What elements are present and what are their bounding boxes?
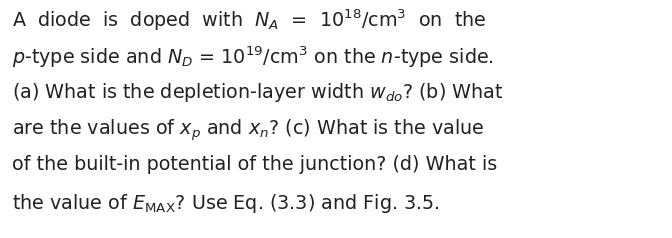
Text: the value of $E_{\mathrm{MAX}}$? Use Eq. (3.3) and Fig. 3.5.: the value of $E_{\mathrm{MAX}}$? Use Eq.… [12, 192, 440, 215]
Text: of the built-in potential of the junction? (d) What is: of the built-in potential of the junctio… [12, 155, 497, 174]
Text: $p$-type side and $N_D$ = $10^{19}$/cm$^3$ on the $n$-type side.: $p$-type side and $N_D$ = $10^{19}$/cm$^… [12, 44, 494, 69]
Text: (a) What is the depletion-layer width $w_{do}$? (b) What: (a) What is the depletion-layer width $w… [12, 81, 503, 104]
Text: A  diode  is  doped  with  $N_A$  =  $10^{18}$/cm$^3$  on  the: A diode is doped with $N_A$ = $10^{18}$/… [12, 7, 487, 33]
Text: are the values of $x_p$ and $x_n$? (c) What is the value: are the values of $x_p$ and $x_n$? (c) W… [12, 118, 485, 143]
